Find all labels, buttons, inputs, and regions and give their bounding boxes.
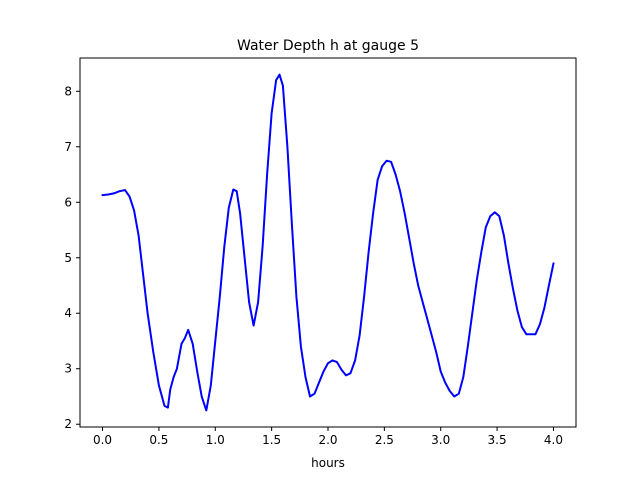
chart-title: Water Depth h at gauge 5 [237,38,419,54]
y-tick-label: 3 [64,362,72,376]
x-tick-label: 1.5 [262,433,281,447]
y-tick-label: 4 [64,306,72,320]
y-tick-label: 2 [64,417,72,431]
x-tick-label: 0.5 [149,433,168,447]
x-tick-label: 2.5 [375,433,394,447]
x-tick-label: 2.0 [318,433,337,447]
plot-area: 0.0 0.5 1.0 1.5 2.0 2.5 3.0 3.5 4.0 2 3 4 5 6 7 8 [64,73,563,447]
y-tick-label: 8 [64,84,72,98]
axes-frame [79,57,577,428]
x-tick-label: 1.0 [206,433,225,447]
y-tick-label: 5 [64,251,72,265]
y-tick-label: 6 [64,195,72,209]
x-tick-label: 3.5 [488,433,507,447]
y-tick-label: 7 [64,140,72,154]
x-tick-label: 4.0 [544,433,563,447]
series-line-water-depth [101,73,555,412]
x-axis-label: hours [311,456,345,470]
x-tick-label: 0.0 [93,433,112,447]
x-tick-label: 3.0 [431,433,450,447]
